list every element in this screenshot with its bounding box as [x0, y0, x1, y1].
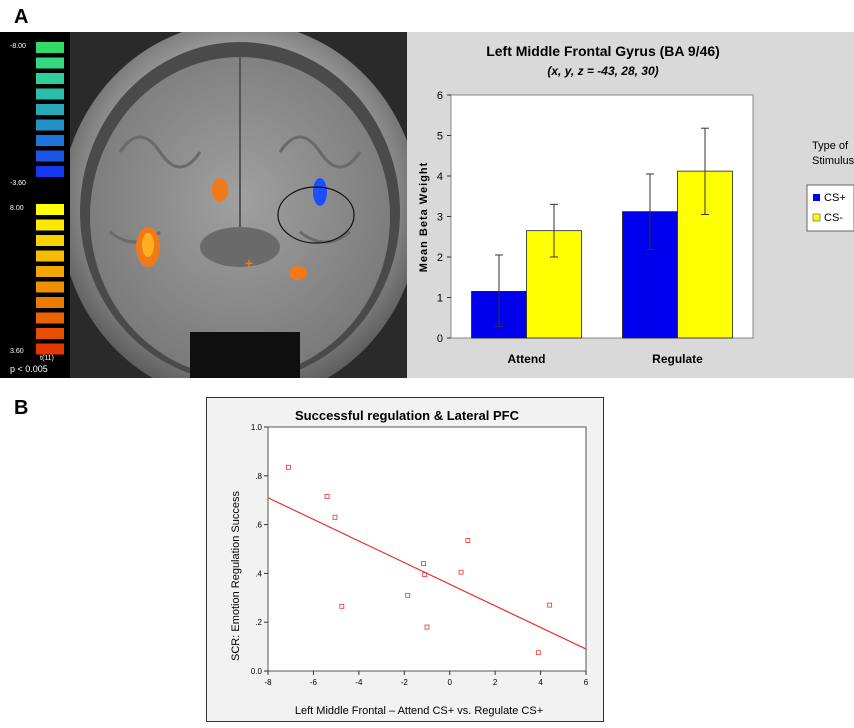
crosshair-marker: + [245, 255, 253, 271]
scatter-point [535, 650, 541, 656]
colorbar-swatch-neg [36, 57, 64, 69]
colorbar-swatch-neg [36, 135, 64, 146]
brainstem-dark [190, 332, 300, 378]
legend-title-line2: Stimulus [812, 155, 854, 167]
activation-left-temporal [289, 266, 307, 280]
x-tick-label: -8 [264, 678, 272, 687]
y-tick-label: 0.0 [251, 667, 263, 676]
colorbar-swatch-pos [36, 297, 64, 308]
scatter-point [458, 569, 464, 575]
colorbar-swatch-neg [36, 104, 64, 115]
scatter-x-axis-label: Left Middle Frontal – Attend CS+ vs. Reg… [295, 705, 543, 717]
colorbar-swatch-neg [36, 42, 64, 53]
colorbar-p-label: p < 0.005 [10, 364, 48, 374]
chart-title: Left Middle Frontal Gyrus (BA 9/46) [486, 43, 720, 59]
scatter-plot-area [267, 426, 587, 672]
x-tick-label: -4 [355, 678, 363, 687]
x-tick-label: -2 [401, 678, 409, 687]
y-tick-label: 5 [437, 131, 443, 143]
colorbar-swatch-pos [36, 219, 64, 231]
scatter-point [424, 624, 430, 630]
x-axis-labels: Attend Regulate [508, 352, 704, 366]
activation-left-mfg [313, 178, 327, 206]
colorbar-swatch-pos [36, 266, 64, 277]
activation-medial-frontal [212, 178, 228, 202]
panel-b-label: B [14, 397, 29, 419]
scatter-point [547, 602, 553, 608]
colorbar-swatch-pos [36, 250, 64, 262]
colorbar-swatch-pos [36, 328, 64, 339]
colorbar-swatch-pos [36, 343, 64, 355]
scatter-point [422, 572, 428, 578]
scatter-point [324, 494, 330, 499]
panel-a-label: A [14, 6, 29, 28]
x-tick-label: 4 [538, 678, 543, 687]
scatter-title: Successful regulation & Lateral PFC [295, 408, 520, 423]
colorbar [0, 32, 70, 378]
legend-swatch-csplus [813, 194, 820, 201]
x-category-label: Attend [508, 352, 546, 366]
ventricles [200, 227, 280, 267]
scatter-chart-panel: Successful regulation & Lateral PFC SCR:… [206, 397, 604, 722]
x-tick-label: -6 [310, 678, 318, 687]
scatter-point [339, 603, 345, 609]
colorbar-swatch-pos [36, 281, 64, 293]
scatter-y-axis-label: SCR: Emotion Regulation Success [230, 491, 242, 661]
y-tick-label: 1.0 [251, 423, 263, 432]
scatter-point [405, 592, 411, 598]
brain-map-image: + -8.00 -3.60 8.00 3.60 t(11) p < 0.005 [0, 32, 407, 378]
colorbar-swatch-neg [36, 88, 64, 100]
colorbar-neg-max: -8.00 [10, 43, 26, 50]
scatter-point [465, 538, 471, 543]
scatter-axis-ticks: -8 -6 -4 -2 0 2 4 6 0.0 .2 .4 .6 .8 1.0 [251, 423, 589, 687]
colorbar-pos-max: 8.00 [10, 205, 24, 212]
legend-box [806, 184, 854, 232]
y-tick-label: 3 [437, 212, 443, 224]
y-tick-label: 6 [437, 90, 443, 102]
colorbar-pos-min: 3.60 [10, 348, 24, 355]
x-tick-label: 6 [584, 678, 589, 687]
scatter-point [332, 514, 338, 520]
colorbar-stat-label: t(11) [40, 355, 54, 362]
y-tick-label: .8 [255, 472, 262, 481]
chart-subtitle: (x, y, z = -43, 28, 30) [547, 64, 658, 78]
colorbar-swatch-pos [36, 312, 64, 324]
y-tick-label: .4 [255, 569, 262, 578]
y-axis-ticks: 0 1 2 3 4 5 6 [437, 90, 451, 345]
y-tick-label: .2 [255, 618, 262, 627]
y-tick-label: 0 [437, 333, 443, 345]
y-axis-label: Mean Beta Weight [418, 162, 430, 273]
colorbar-swatch-neg [36, 150, 64, 162]
scatter-point [421, 561, 426, 567]
y-tick-label: 4 [437, 171, 443, 183]
activation-right-lateral-core [142, 233, 154, 257]
legend-swatch-csminus [812, 213, 821, 222]
cortical-folds [109, 135, 362, 244]
legend-label-csplus: CS+ [824, 192, 846, 204]
bar-chart-panel: Left Middle Frontal Gyrus (BA 9/46) (x, … [407, 32, 854, 378]
y-tick-label: 1 [437, 293, 443, 305]
legend-label-csminus: CS- [824, 212, 843, 224]
scatter-point [286, 464, 291, 470]
colorbar-swatch-neg [36, 166, 64, 177]
colorbar-neg-min: -3.60 [10, 180, 26, 187]
colorbar-swatch-pos [36, 235, 64, 246]
bars [471, 127, 733, 339]
colorbar-swatch-neg [36, 73, 64, 84]
x-tick-label: 0 [447, 678, 452, 687]
x-tick-label: 2 [493, 678, 498, 687]
scatter-points [286, 464, 553, 656]
roi-circle [277, 186, 355, 244]
colorbar-swatch-pos [36, 204, 64, 215]
y-tick-label: 2 [437, 252, 443, 264]
colorbar-swatch-neg [36, 119, 64, 131]
legend-title-line1: Type of [812, 140, 849, 152]
x-category-label: Regulate [652, 352, 703, 366]
y-tick-label: .6 [255, 521, 262, 530]
